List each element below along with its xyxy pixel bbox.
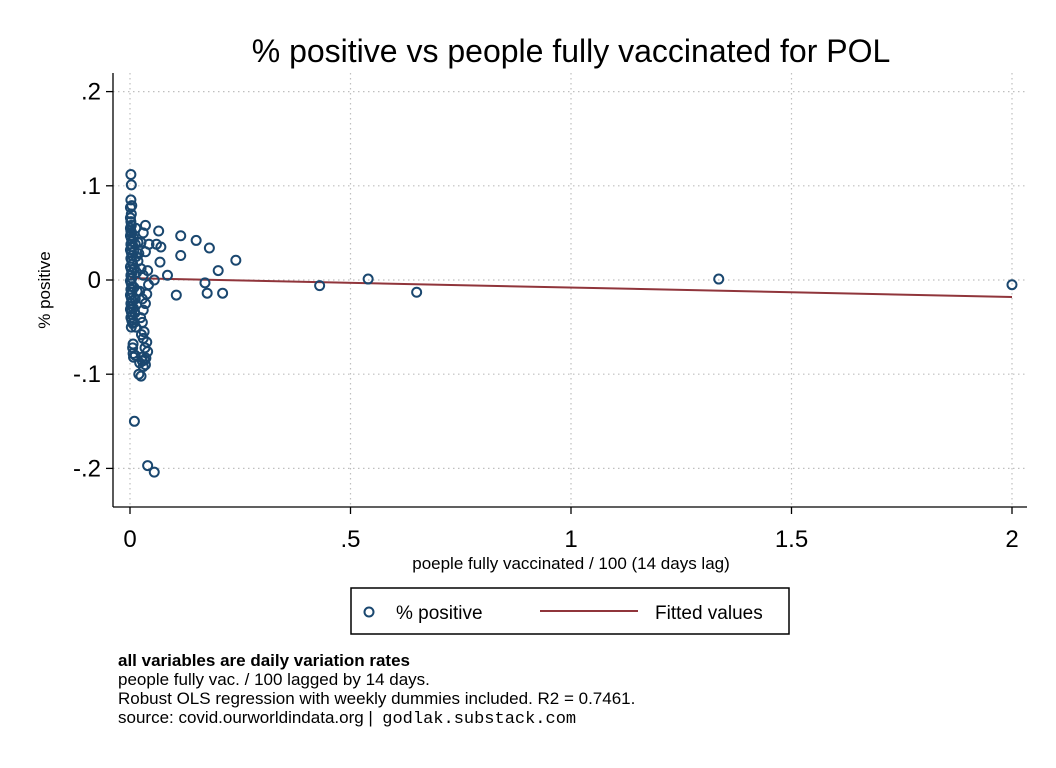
legend-label-fitted: Fitted values bbox=[655, 603, 763, 624]
scatter-point bbox=[153, 225, 165, 237]
site-link[interactable]: godlak.substack.com bbox=[382, 710, 577, 729]
scatter-point bbox=[127, 347, 139, 359]
scatter-point bbox=[411, 286, 423, 298]
scatter-point bbox=[148, 466, 160, 478]
x-tick-label: .5 bbox=[340, 526, 360, 553]
scatter-point bbox=[125, 179, 137, 191]
x-tick-label: 2 bbox=[1005, 526, 1018, 553]
note-line-2: people fully vac. / 100 lagged by 14 day… bbox=[118, 670, 430, 689]
scatter-point bbox=[199, 277, 211, 289]
scatter-point bbox=[125, 194, 137, 206]
x-tick-label: 1 bbox=[564, 526, 577, 553]
scatter-point bbox=[362, 273, 374, 285]
scatter-point bbox=[148, 274, 160, 286]
x-axis-label: poeple fully vaccinated / 100 (14 days l… bbox=[412, 554, 730, 573]
note-line-3: Robust OLS regression with weekly dummie… bbox=[118, 689, 636, 708]
fitted-line bbox=[129, 277, 1013, 298]
scatter-point bbox=[155, 241, 167, 253]
scatter-point bbox=[1006, 279, 1018, 291]
note-line-1: all variables are daily variation rates bbox=[118, 651, 410, 670]
scatter-point bbox=[140, 352, 152, 364]
source-text: source: covid.ourworldindata.org | bbox=[118, 708, 373, 727]
y-axis-label: % positive bbox=[35, 251, 54, 328]
scatter-point bbox=[133, 248, 145, 260]
chart-notes: all variables are daily variation rates … bbox=[118, 651, 635, 729]
scatter-point bbox=[132, 255, 144, 267]
axes bbox=[112, 73, 1027, 508]
scatter-point bbox=[137, 304, 149, 316]
scatter-point bbox=[161, 269, 173, 281]
scatter-point bbox=[203, 242, 215, 254]
y-tick-label: -.1 bbox=[73, 361, 101, 388]
scatter-point bbox=[175, 230, 187, 242]
scatter-point bbox=[230, 254, 242, 266]
scatter-point bbox=[125, 168, 137, 180]
scatter-point bbox=[139, 219, 151, 231]
scatter-point bbox=[142, 460, 154, 472]
y-tick-label: -.2 bbox=[73, 455, 101, 482]
legend: % positive Fitted values bbox=[350, 587, 790, 635]
scatter-point bbox=[130, 222, 142, 234]
x-ticks: 0 .5 1 1.5 2 bbox=[123, 507, 1019, 553]
legend-marker-scatter bbox=[363, 606, 375, 618]
scatter-point bbox=[128, 415, 140, 427]
scatter-point bbox=[124, 201, 136, 213]
note-line-4: source: covid.ourworldindata.org | godla… bbox=[118, 708, 635, 729]
y-tick-label: 0 bbox=[88, 267, 101, 294]
grid bbox=[113, 73, 1027, 507]
scatter-point bbox=[201, 287, 213, 299]
scatter-point bbox=[212, 265, 224, 277]
scatter-point bbox=[217, 287, 229, 299]
legend-label-scatter: % positive bbox=[396, 603, 483, 624]
scatter-points bbox=[124, 168, 1018, 478]
scatter-point bbox=[142, 265, 154, 277]
scatter-point bbox=[135, 329, 147, 341]
x-tick-label: 1.5 bbox=[775, 526, 808, 553]
y-tick-label: .1 bbox=[81, 173, 101, 200]
scatter-point bbox=[170, 289, 182, 301]
y-ticks: .2 .1 0 -.1 -.2 bbox=[73, 79, 113, 482]
y-tick-label: .2 bbox=[81, 79, 101, 106]
chart-title: % positive vs people fully vaccinated fo… bbox=[252, 33, 891, 69]
scatter-point bbox=[190, 234, 202, 246]
scatter-point bbox=[154, 256, 166, 268]
fitted-line-group bbox=[129, 277, 1013, 298]
scatter-point bbox=[713, 273, 725, 285]
scatter-point bbox=[175, 250, 187, 262]
scatter-point bbox=[139, 359, 151, 371]
scatter-point bbox=[135, 236, 147, 248]
x-tick-label: 0 bbox=[123, 526, 136, 553]
scatter-point bbox=[314, 280, 326, 292]
scatter-point bbox=[124, 212, 136, 224]
